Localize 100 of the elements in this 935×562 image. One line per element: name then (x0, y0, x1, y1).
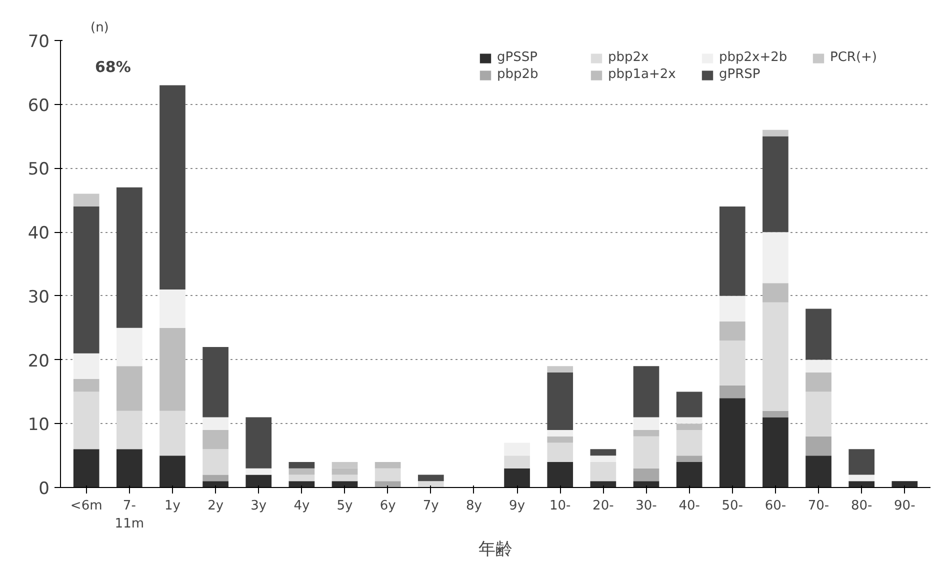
x-tick-label: <6m (70, 498, 102, 514)
annotation: 68% (94, 58, 131, 76)
y-tick-label: 60 (28, 96, 50, 116)
x-tick-label: 1y (164, 498, 181, 514)
bar (246, 417, 272, 468)
bar (332, 474, 358, 482)
bar (418, 474, 444, 482)
bar (160, 85, 186, 290)
bar (374, 462, 401, 468)
legend-label: gPSSP (497, 50, 538, 65)
x-tick-label: 6y (380, 498, 396, 514)
bar (719, 321, 746, 341)
bar (547, 372, 574, 430)
bar (73, 194, 100, 207)
bar (633, 468, 660, 482)
bar (547, 462, 574, 488)
bar (73, 449, 100, 488)
x-tick-label: 10- (549, 498, 572, 514)
bar (892, 481, 918, 488)
bar (806, 308, 832, 360)
legend-label: PCR(+) (830, 50, 878, 65)
bar (762, 410, 788, 418)
bar (806, 372, 832, 392)
bar (676, 430, 702, 456)
x-tick-label: 4y (294, 498, 310, 514)
bar (762, 417, 788, 488)
bar (762, 232, 788, 284)
x-tick-label: 30- (636, 498, 658, 514)
bar (116, 366, 142, 411)
y-tick-label: 10 (28, 415, 50, 436)
bar (633, 436, 660, 468)
legend-label: pbp2b (497, 67, 540, 82)
bar (719, 398, 746, 488)
x-tick-label: 8y (466, 498, 482, 514)
bar (288, 468, 315, 475)
bar (806, 392, 832, 436)
bar (73, 206, 100, 354)
x-tick-label: 70- (808, 498, 830, 514)
bar (590, 449, 616, 456)
bar (633, 366, 660, 418)
legend-label: pbp2x+2b (719, 50, 788, 65)
bar (806, 436, 832, 456)
bar (676, 417, 702, 424)
bar (202, 474, 228, 482)
bar (676, 462, 702, 488)
bar (73, 392, 100, 450)
bar (246, 468, 272, 475)
bar (332, 481, 358, 488)
bar (202, 430, 228, 450)
x-tick-label: 60- (764, 498, 786, 514)
bar (547, 430, 574, 436)
x-tick-label: 9y (509, 498, 526, 514)
bar (547, 442, 574, 462)
bar (633, 430, 660, 436)
bar (590, 481, 616, 488)
y-tick-label: 40 (28, 224, 50, 244)
bar (719, 385, 746, 398)
x-tick-label: 7y (422, 498, 440, 514)
bar (202, 481, 228, 488)
bar (633, 481, 660, 488)
legend-label: pbp2x (608, 50, 650, 65)
bar (160, 456, 186, 488)
y-tick-label: 20 (28, 351, 50, 372)
bar (633, 417, 660, 430)
x-tick-label: 3y (250, 498, 267, 514)
bar (676, 392, 702, 418)
bar (719, 206, 746, 296)
y-axis-title: (n) (90, 20, 109, 36)
bar (73, 353, 100, 379)
x-tick-label: 80- (850, 498, 873, 514)
x-tick-label: 5y (336, 498, 354, 514)
bar (848, 449, 875, 475)
x-tick-label: 40- (678, 498, 700, 514)
bar (590, 456, 616, 462)
bar (116, 187, 142, 328)
bar (116, 328, 142, 366)
bar (374, 468, 401, 482)
bar (590, 462, 616, 482)
bar (504, 456, 530, 468)
legend-label: pbp1a+2x (608, 67, 677, 82)
bar (116, 410, 142, 450)
bar (762, 302, 788, 411)
bar (160, 410, 186, 456)
bar (202, 347, 228, 418)
y-tick-label: 50 (28, 160, 50, 180)
bar (160, 328, 186, 411)
x-tick-label: 50- (722, 498, 744, 514)
bar (202, 449, 228, 475)
bar (547, 366, 574, 373)
x-tick-label: 2y (208, 498, 224, 514)
bar (202, 417, 228, 430)
bar (374, 481, 401, 488)
bar (160, 290, 186, 328)
bar (762, 283, 788, 302)
bar (504, 442, 530, 456)
bar (288, 474, 315, 482)
y-tick-label: 30 (28, 287, 50, 308)
x-tick-label: 20- (592, 498, 614, 514)
bar (676, 424, 702, 430)
bar (676, 456, 702, 462)
